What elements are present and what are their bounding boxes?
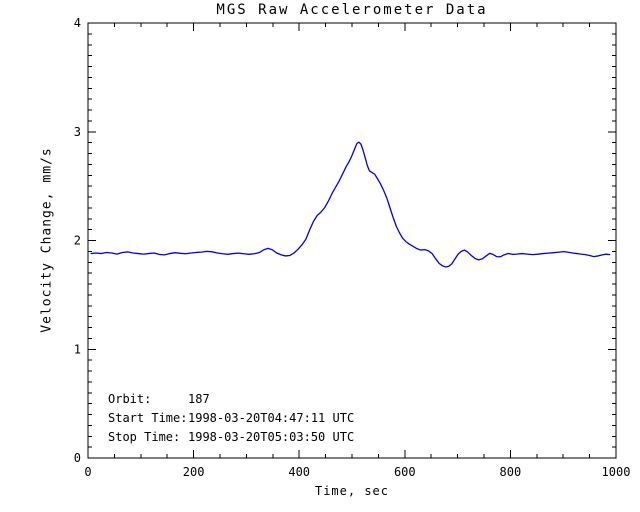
orbit-value: 187 <box>188 392 210 406</box>
svg-text:400: 400 <box>288 465 310 479</box>
svg-text:600: 600 <box>394 465 416 479</box>
svg-text:4: 4 <box>74 16 81 30</box>
chart-title: MGS Raw Accelerometer Data <box>216 2 488 18</box>
stop-time-value: 1998-03-20T05:03:50 UTC <box>188 430 355 444</box>
orbit-annotation: Orbit: 187 <box>108 390 354 409</box>
svg-text:200: 200 <box>183 465 205 479</box>
svg-text:800: 800 <box>500 465 522 479</box>
start-time-label: Start Time: <box>108 411 188 425</box>
svg-text:2: 2 <box>74 234 81 248</box>
orbit-label: Orbit: <box>108 392 152 406</box>
start-time-value: 1998-03-20T04:47:11 UTC <box>188 411 355 425</box>
svg-text:1: 1 <box>74 342 81 356</box>
svg-text:0: 0 <box>74 451 81 465</box>
stop-time-label: Stop Time: <box>108 430 181 444</box>
annotation-block: Orbit: 187 Start Time:1998-03-20T04:47:11… <box>108 390 354 447</box>
svg-text:0: 0 <box>84 465 91 479</box>
svg-text:3: 3 <box>74 125 81 139</box>
svg-text:1000: 1000 <box>602 465 631 479</box>
velocity-line <box>90 141 611 268</box>
start-time-annotation: Start Time:1998-03-20T04:47:11 UTC <box>108 409 354 428</box>
x-axis-label: Time, sec <box>314 484 390 498</box>
stop-time-annotation: Stop Time: 1998-03-20T05:03:50 UTC <box>108 428 354 447</box>
